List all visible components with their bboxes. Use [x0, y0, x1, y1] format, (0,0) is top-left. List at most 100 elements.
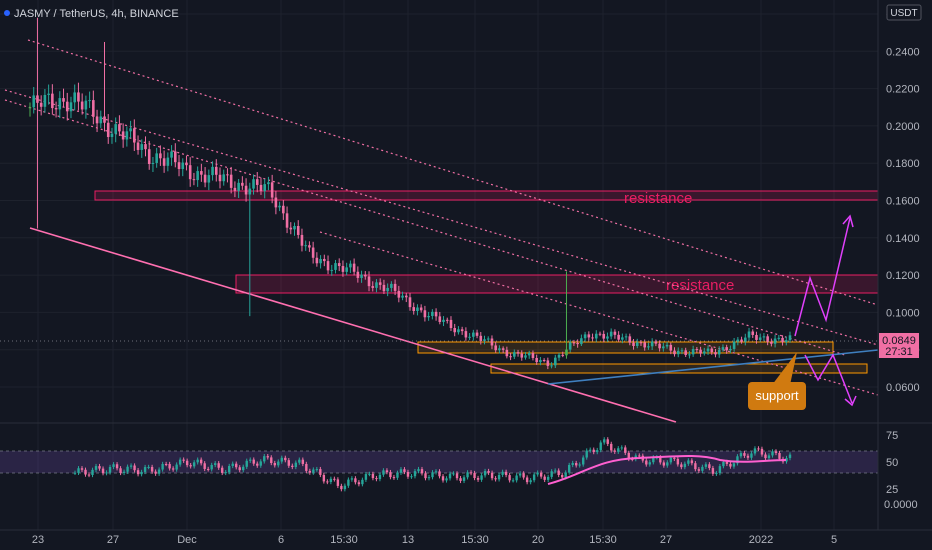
- candle-body: [468, 336, 471, 338]
- candle-body: [267, 182, 270, 185]
- rsi-bar: [364, 474, 368, 480]
- rsi-bar: [361, 479, 364, 485]
- candle-body: [587, 334, 591, 338]
- rsi-bar: [518, 473, 522, 476]
- rsi-bar: [178, 459, 182, 465]
- support-zone-upper[interactable]: [417, 341, 834, 354]
- rsi-bar: [490, 472, 494, 479]
- candle-body: [136, 142, 140, 150]
- rsi-bar: [666, 462, 669, 466]
- rsi-bar: [427, 477, 431, 479]
- rsi-bar: [105, 472, 108, 474]
- rsi-bar: [294, 462, 298, 467]
- time-tick-label: 6: [278, 534, 284, 546]
- candle-body: [665, 344, 669, 347]
- candle-body: [207, 175, 211, 183]
- candle-body: [639, 342, 643, 344]
- candle-body: [28, 107, 32, 109]
- candle-body: [438, 316, 442, 322]
- rsi-bar: [687, 460, 690, 464]
- channel-line-bottom[interactable]: [319, 231, 879, 396]
- rsi-bar: [235, 463, 238, 468]
- rsi-bar: [532, 474, 536, 481]
- bearish-projection-path[interactable]: [804, 353, 853, 404]
- rsi-bar: [417, 469, 420, 472]
- candle-body: [740, 339, 743, 342]
- rsi-bar: [228, 465, 231, 473]
- rsi-bar: [333, 478, 336, 480]
- channel-line-top[interactable]: [27, 39, 879, 306]
- rsi-bar: [319, 469, 322, 475]
- rsi-axis[interactable]: 75 50 25 0.0000: [884, 430, 918, 511]
- rsi-bar: [252, 459, 255, 464]
- support-callout-pointer: [772, 352, 797, 385]
- rsi-bar: [192, 462, 196, 467]
- candle-body: [509, 356, 512, 358]
- rsi-bar: [711, 468, 715, 474]
- candle-body: [706, 348, 710, 352]
- rsi-bar: [676, 458, 680, 465]
- candle-body: [703, 351, 706, 354]
- candle-body: [598, 333, 602, 335]
- candle-body: [214, 166, 218, 175]
- rsi-bar: [725, 461, 729, 464]
- candle-body: [62, 98, 65, 102]
- candle-body: [408, 297, 412, 308]
- rsi-bar: [273, 463, 276, 466]
- channel-line-middle-1[interactable]: [4, 89, 879, 346]
- candle-body: [781, 337, 784, 343]
- rsi-bar: [368, 473, 371, 475]
- rsi-bar: [392, 477, 396, 479]
- rsi-bar: [329, 478, 333, 483]
- rsi-bar: [133, 465, 136, 471]
- rsi-bar: [515, 475, 518, 481]
- descending-trendline[interactable]: [29, 227, 677, 423]
- currency-badge[interactable]: [886, 4, 922, 21]
- candle-body: [65, 101, 69, 112]
- price-tick-label: 0.1000: [886, 307, 920, 319]
- rsi-bar: [371, 473, 375, 479]
- rsi-bar: [788, 454, 792, 459]
- rsi-bar: [396, 472, 399, 478]
- candle-body: [39, 102, 43, 107]
- support-callout[interactable]: [748, 382, 806, 410]
- candle-body: [412, 307, 416, 312]
- candle-body: [475, 332, 479, 336]
- candle-body: [688, 354, 691, 356]
- bullish-projection-path[interactable]: [794, 217, 851, 337]
- rsi-bar: [497, 474, 501, 480]
- candle-body: [498, 348, 501, 351]
- rsi-bar: [627, 452, 630, 459]
- rsi-bar: [221, 467, 224, 473]
- candle-body: [345, 267, 348, 272]
- price-tick-label: 0.2000: [886, 121, 920, 133]
- resistance-zone-upper[interactable]: [94, 190, 879, 201]
- rsi-bar: [385, 470, 389, 473]
- support-zone-lower[interactable]: [490, 363, 868, 374]
- rsi-bar: [217, 463, 220, 468]
- candle-body: [766, 336, 769, 342]
- rsi-bar: [585, 450, 588, 458]
- candle-body: [445, 319, 449, 321]
- rsi-bar: [434, 471, 438, 473]
- candle-body: [419, 307, 423, 311]
- candle-body: [349, 263, 352, 268]
- candle-body: [263, 184, 267, 192]
- rising-support-line[interactable]: [547, 349, 879, 385]
- resistance-zone-lower[interactable]: [235, 274, 879, 294]
- price-tick-label: 0.1600: [886, 196, 920, 208]
- rsi-bar: [301, 459, 305, 464]
- candle-body: [676, 350, 680, 355]
- candle-body: [166, 157, 170, 166]
- candle-body: [244, 185, 248, 195]
- candle-body: [393, 283, 397, 291]
- rsi-bar: [669, 457, 673, 463]
- candle-body: [404, 295, 408, 298]
- rsi-bar: [732, 463, 736, 467]
- rsi-bar: [168, 464, 171, 469]
- time-axis[interactable]: 23 27 Dec 6 15:30 13 15:30 20 15:30 27 2022 5: [32, 534, 837, 546]
- rsi-bar: [680, 464, 683, 468]
- candle-body: [568, 342, 572, 350]
- rsi-bar: [550, 471, 553, 477]
